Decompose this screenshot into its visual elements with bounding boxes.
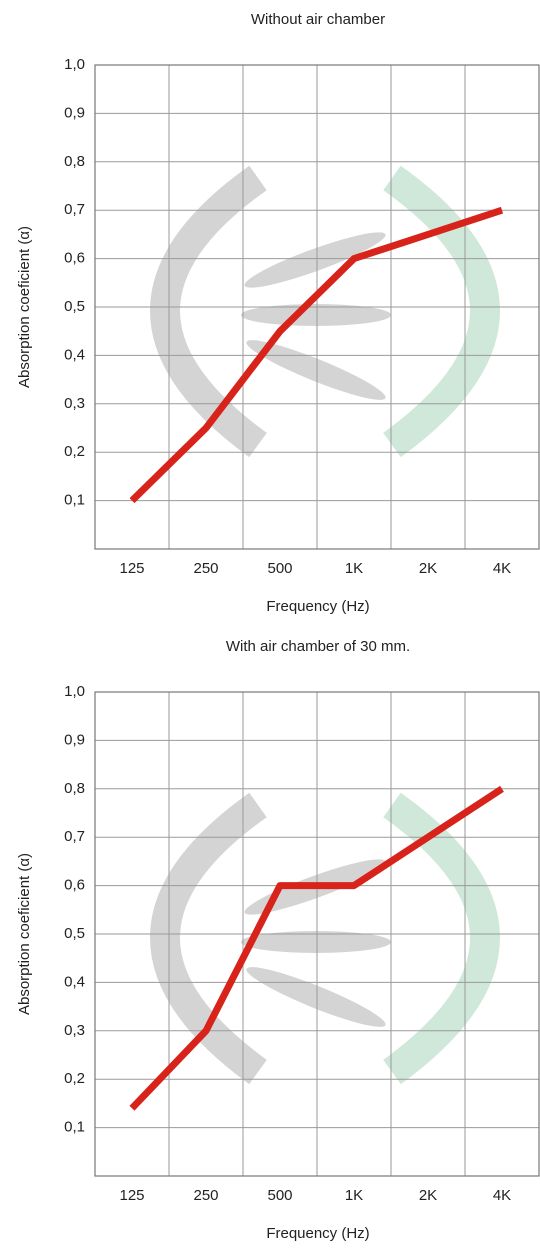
chart-title: With air chamber of 30 mm. [226, 638, 410, 655]
y-tick-label: 0,5 [64, 925, 85, 942]
x-tick-label: 2K [419, 1187, 437, 1204]
decor-arc [150, 792, 267, 1085]
y-tick-label: 0,4 [64, 346, 85, 363]
y-tick-label: 0,9 [64, 731, 85, 748]
y-tick-label: 0,6 [64, 877, 85, 894]
x-axis-label: Frequency (Hz) [266, 1225, 369, 1242]
decor-blade [246, 340, 386, 400]
y-tick-label: 0,9 [64, 104, 85, 121]
x-tick-label: 500 [267, 560, 292, 577]
y-tick-label: 0,3 [64, 1022, 85, 1039]
decor-arc [383, 165, 500, 458]
y-tick-label: 0,6 [64, 250, 85, 267]
plot-frame [94, 64, 540, 550]
data-line [129, 206, 504, 504]
x-tick-label: 4K [493, 560, 511, 577]
decor-arc [150, 165, 267, 458]
x-tick-label: 1K [345, 560, 363, 577]
y-tick-label: 0,7 [64, 828, 85, 845]
y-tick-label: 0,5 [64, 298, 85, 315]
y-tick-label: 1,0 [64, 56, 85, 73]
decor-blade [244, 232, 386, 288]
y-tick-label: 0,8 [64, 153, 85, 170]
y-tick-label: 0,1 [64, 492, 85, 509]
y-tick-label: 0,4 [64, 973, 85, 990]
y-tick-label: 0,8 [64, 780, 85, 797]
decor-blade [241, 931, 391, 953]
x-tick-label: 250 [193, 560, 218, 577]
y-axis-label: Absorption coeficient (α) [16, 853, 33, 1015]
y-tick-label: 0,1 [64, 1119, 85, 1136]
x-tick-label: 1K [345, 1187, 363, 1204]
data-line [129, 785, 504, 1111]
x-tick-label: 125 [119, 560, 144, 577]
x-tick-label: 125 [119, 1187, 144, 1204]
x-tick-label: 4K [493, 1187, 511, 1204]
y-tick-label: 1,0 [64, 683, 85, 700]
y-tick-label: 0,2 [64, 1070, 85, 1087]
decor-blade [241, 304, 391, 326]
y-axis-label: Absorption coeficient (α) [16, 226, 33, 388]
decor-arc [383, 792, 500, 1085]
x-axis-label: Frequency (Hz) [266, 598, 369, 615]
x-tick-label: 250 [193, 1187, 218, 1204]
plot-frame [94, 691, 540, 1177]
chart-title: Without air chamber [251, 11, 385, 28]
y-tick-label: 0,2 [64, 443, 85, 460]
decor-blade [246, 967, 386, 1027]
x-tick-label: 500 [267, 1187, 292, 1204]
x-tick-label: 2K [419, 560, 437, 577]
y-tick-label: 0,7 [64, 201, 85, 218]
y-tick-label: 0,3 [64, 395, 85, 412]
